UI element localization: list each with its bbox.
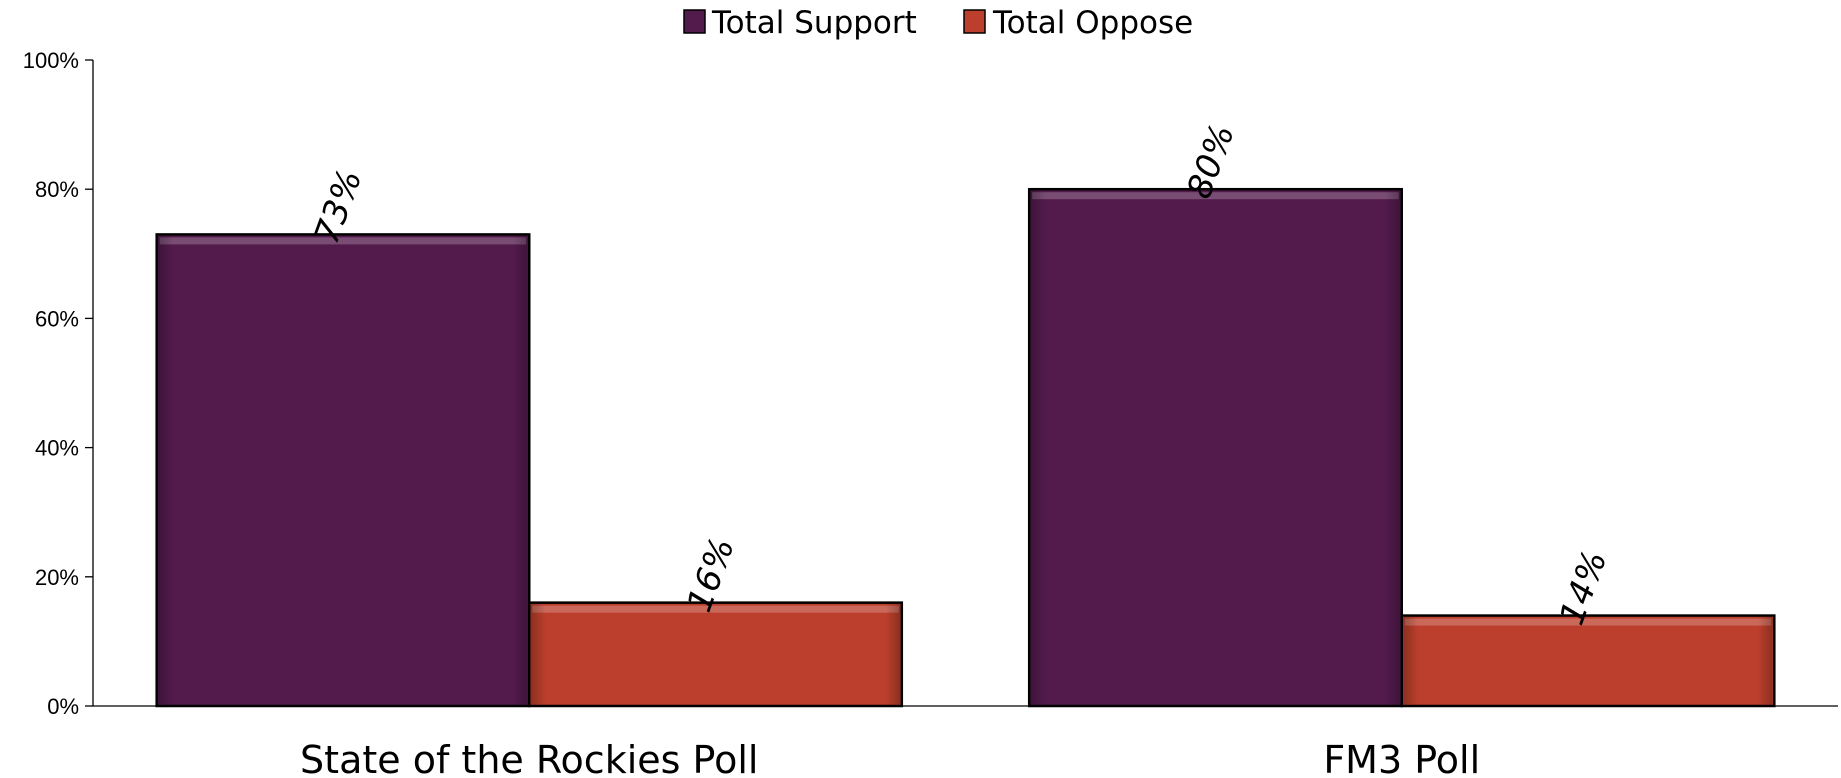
legend: Total Support Total Oppose	[683, 5, 1193, 41]
y-tick-label: 60%	[35, 306, 79, 331]
y-tick-label: 100%	[23, 48, 79, 73]
legend-label-oppose: Total Oppose	[992, 5, 1193, 41]
support-bar	[155, 233, 531, 708]
support-bar	[1027, 187, 1403, 708]
y-tick-label: 20%	[35, 565, 79, 590]
legend-item-support: Total Support	[683, 5, 917, 41]
axes: 0% 20% 40% 60% 80% 100% State of the Rockies P…	[23, 48, 1838, 778]
oppose-bar	[528, 601, 904, 708]
x-category-label: FM3 Poll	[1323, 738, 1480, 778]
legend-item-oppose: Total Oppose	[963, 5, 1193, 41]
y-tick-label: 40%	[35, 436, 79, 461]
legend-swatch-support	[683, 9, 706, 34]
legend-swatch-oppose	[963, 9, 986, 34]
x-category-label: State of the Rockies Poll	[300, 738, 758, 778]
oppose-bar	[1400, 614, 1776, 708]
legend-label-support: Total Support	[711, 5, 917, 41]
y-tick-label: 80%	[35, 177, 79, 202]
y-tick-label: 0%	[47, 694, 79, 719]
bars	[155, 187, 1776, 708]
